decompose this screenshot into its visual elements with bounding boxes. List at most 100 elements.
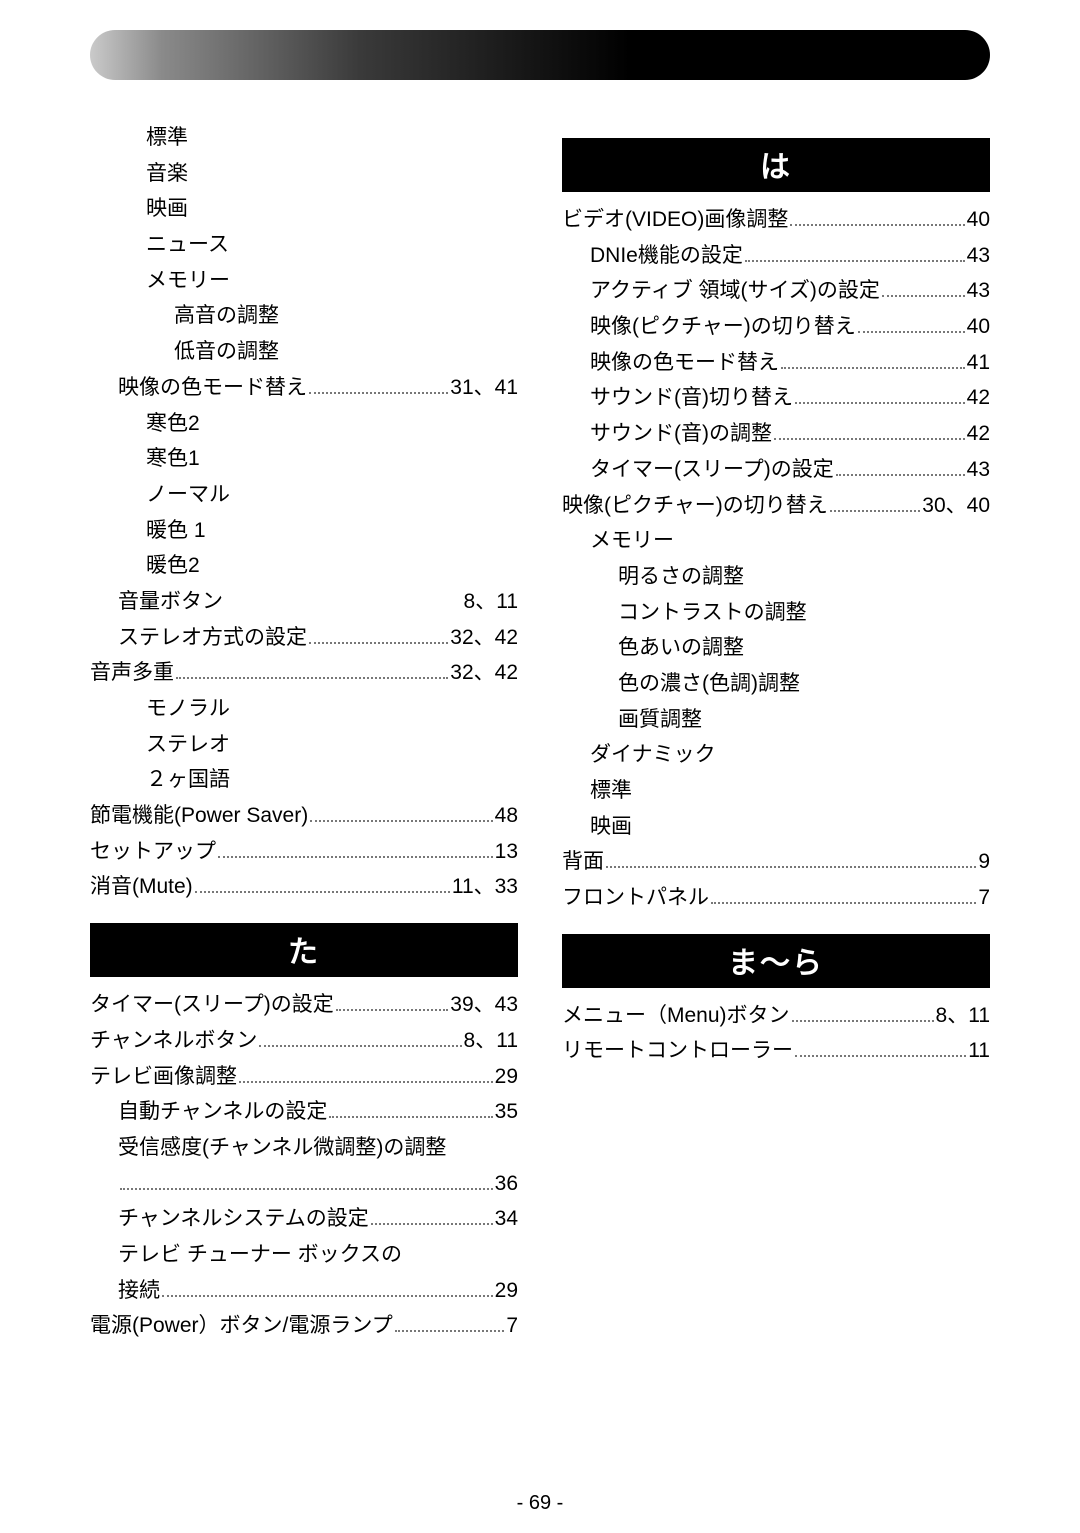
leader-dots [711, 883, 976, 904]
entry-label: メモリー [590, 523, 674, 559]
index-entry: フロントパネル7 [562, 880, 990, 916]
index-entry: タイマー(スリープ)の設定39、43 [90, 987, 518, 1023]
leader-dots [746, 562, 988, 583]
entry-label: 映像(ピクチャー)の切り替え [562, 488, 828, 524]
section-mara-list: メニュー（Menu)ボタン8、11リモートコントローラー 11 [562, 998, 990, 1069]
leader-dots [795, 383, 965, 404]
leader-dots [202, 444, 516, 465]
entry-label: 寒色1 [146, 441, 200, 477]
leader-dots [718, 740, 988, 761]
leader-dots [281, 337, 516, 358]
leader-dots [309, 623, 448, 644]
index-entry: テレビ チューナー ボックスの [90, 1237, 518, 1273]
leader-dots [239, 1062, 493, 1083]
entry-page: 32、42 [450, 620, 518, 656]
entry-label: アクティブ 領域(サイズ)の設定 [590, 273, 880, 309]
entry-label: 明るさの調整 [618, 559, 744, 595]
entry-label: 映画 [590, 809, 632, 845]
entry-label: 受信感度(チャンネル微調整)の調整 [118, 1130, 446, 1166]
index-entry: 色の濃さ(色調)調整 [562, 666, 990, 702]
entry-page: 8、11 [936, 998, 990, 1034]
entry-page: 39、43 [450, 987, 518, 1023]
leader-dots [202, 551, 516, 572]
entry-page: 30、40 [922, 488, 990, 524]
leader-dots [676, 526, 988, 547]
index-entry: 電源(Power）ボタン/電源ランプ7 [90, 1308, 518, 1344]
top-banner [90, 30, 990, 80]
index-entry: リモートコントローラー 11 [562, 1033, 990, 1069]
leader-dots [882, 276, 965, 297]
index-entry: 音声多重32、42 [90, 655, 518, 691]
leader-dots [745, 241, 965, 262]
leader-dots [371, 1204, 493, 1225]
index-entry: 消音(Mute)11、33 [90, 869, 518, 905]
entry-page: 43 [967, 238, 990, 274]
index-entry: コントラストの調整 [562, 595, 990, 631]
entry-label: ステレオ [146, 727, 230, 763]
entry-page: 8、11 [464, 584, 518, 620]
entry-page: 34 [495, 1201, 518, 1237]
entry-label: 電源(Power）ボタン/電源ランプ [90, 1308, 393, 1344]
leader-dots [162, 1276, 493, 1297]
index-entry: 画質調整 [562, 702, 990, 738]
index-entry: 受信感度(チャンネル微調整)の調整 [90, 1130, 518, 1166]
index-entry: 標準 [562, 773, 990, 809]
entry-label: 音量ボタン [118, 584, 223, 620]
leader-dots [802, 669, 988, 690]
index-entry: ステレオ方式の設定32、42 [90, 620, 518, 656]
entry-label: DNIe機能の設定 [590, 238, 743, 274]
entry-label: チャンネルボタン [90, 1023, 257, 1059]
entry-label: サウンド(音)切り替え [590, 380, 793, 416]
index-entry: ２ヶ国語 [90, 762, 518, 798]
leader-dots [746, 633, 988, 654]
index-entry: 映画 [562, 809, 990, 845]
entry-page: 31、41 [450, 370, 518, 406]
leader-dots [792, 1001, 934, 1022]
index-entry: 背面9 [562, 844, 990, 880]
section-ta-list: タイマー(スリープ)の設定39、43チャンネルボタン8、11テレビ画像調整29自… [90, 987, 518, 1344]
content-columns: 標準音楽映画ニュースメモリー高音の調整低音の調整映像の色モード替え31、41寒色… [90, 120, 990, 1344]
entry-label: 映像の色モード替え [590, 345, 779, 381]
entry-label: 接続 [118, 1273, 160, 1309]
section-header-ta: た [90, 923, 518, 977]
entry-label: リモートコントローラー [562, 1033, 793, 1069]
entry-page: 11 [968, 1033, 990, 1069]
entry-label: サウンド(音)の調整 [590, 416, 772, 452]
index-entry: 映像の色モード替え31、41 [90, 370, 518, 406]
entry-page: 40 [967, 202, 990, 238]
entry-label: テレビ チューナー ボックスの [118, 1237, 402, 1273]
entry-label: 映画 [146, 191, 188, 227]
index-entry: 映像(ピクチャー)の切り替え40 [562, 309, 990, 345]
leader-dots [176, 658, 448, 679]
entry-page: 29 [495, 1273, 518, 1309]
index-entry: 標準 [90, 120, 518, 156]
leader-dots [232, 730, 516, 751]
index-entry: ステレオ [90, 727, 518, 763]
index-entry: ノーマル [90, 477, 518, 513]
index-entry: チャンネルボタン8、11 [90, 1023, 518, 1059]
entry-label: 音楽 [146, 156, 188, 192]
entry-label: ２ヶ国語 [146, 762, 230, 798]
index-entry: 自動チャンネルの設定35 [90, 1094, 518, 1130]
leader-dots [336, 990, 449, 1011]
leader-dots [606, 847, 976, 868]
index-entry: 明るさの調整 [562, 559, 990, 595]
index-entry: 高音の調整 [90, 298, 518, 334]
index-entry: 音量ボタン 8、11 [90, 584, 518, 620]
leader-dots [208, 516, 516, 537]
index-entry: 暖色2 [90, 548, 518, 584]
entry-label: 映像(ピクチャー)の切り替え [590, 309, 856, 345]
leader-dots [231, 230, 516, 251]
entry-page: 48 [495, 798, 518, 834]
index-entry: メモリー [90, 263, 518, 299]
entry-label: 色あいの調整 [618, 630, 744, 666]
index-entry: メニュー（Menu)ボタン8、11 [562, 998, 990, 1034]
page-root: 標準音楽映画ニュースメモリー高音の調整低音の調整映像の色モード替え31、41寒色… [0, 0, 1080, 1533]
leader-dots [190, 194, 516, 215]
index-entry: ビデオ(VIDEO)画像調整40 [562, 202, 990, 238]
entry-label: 高音の調整 [174, 298, 279, 334]
entry-label: 暖色 1 [146, 513, 206, 549]
entry-label: 寒色2 [146, 406, 200, 442]
index-entry: 映像の色モード替え41 [562, 345, 990, 381]
entry-page: 36 [495, 1166, 518, 1202]
